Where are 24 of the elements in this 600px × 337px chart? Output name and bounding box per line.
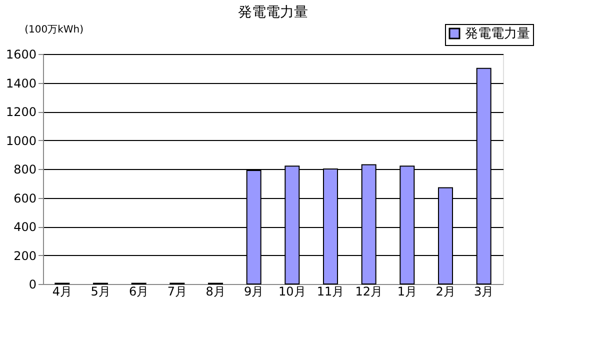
- y-axis-title: (100万kWh): [24, 24, 84, 36]
- y-tick-label: 1400: [6, 76, 36, 90]
- x-tick-label: 9月: [244, 284, 264, 298]
- y-tick-label: 1000: [6, 134, 36, 148]
- x-tick-label: 10月: [278, 284, 306, 298]
- y-tick-label: 0: [28, 278, 36, 292]
- x-tick-label: 12月: [355, 284, 382, 298]
- x-tick-label: 4月: [52, 284, 72, 298]
- y-tick-label: 800: [14, 162, 36, 176]
- x-tick-label: 11月: [316, 284, 344, 298]
- legend-label: 発電電力量: [465, 26, 530, 42]
- x-tick-label: 8月: [206, 284, 226, 298]
- y-tick-label: 600: [14, 191, 36, 206]
- x-tick-label: 5月: [90, 284, 110, 298]
- x-tick-label: 7月: [167, 284, 187, 298]
- x-tick-label: 3月: [474, 284, 494, 298]
- x-tick-label: 2月: [436, 284, 456, 298]
- y-tick-label: 1600: [6, 48, 36, 62]
- y-tick-label: 200: [14, 248, 36, 263]
- chart-title: 発電電力量: [238, 4, 308, 20]
- y-tick-label: 400: [14, 220, 36, 234]
- x-tick-label: 6月: [129, 284, 149, 298]
- y-tick-label: 1200: [6, 105, 36, 119]
- x-tick-label: 1月: [397, 284, 417, 298]
